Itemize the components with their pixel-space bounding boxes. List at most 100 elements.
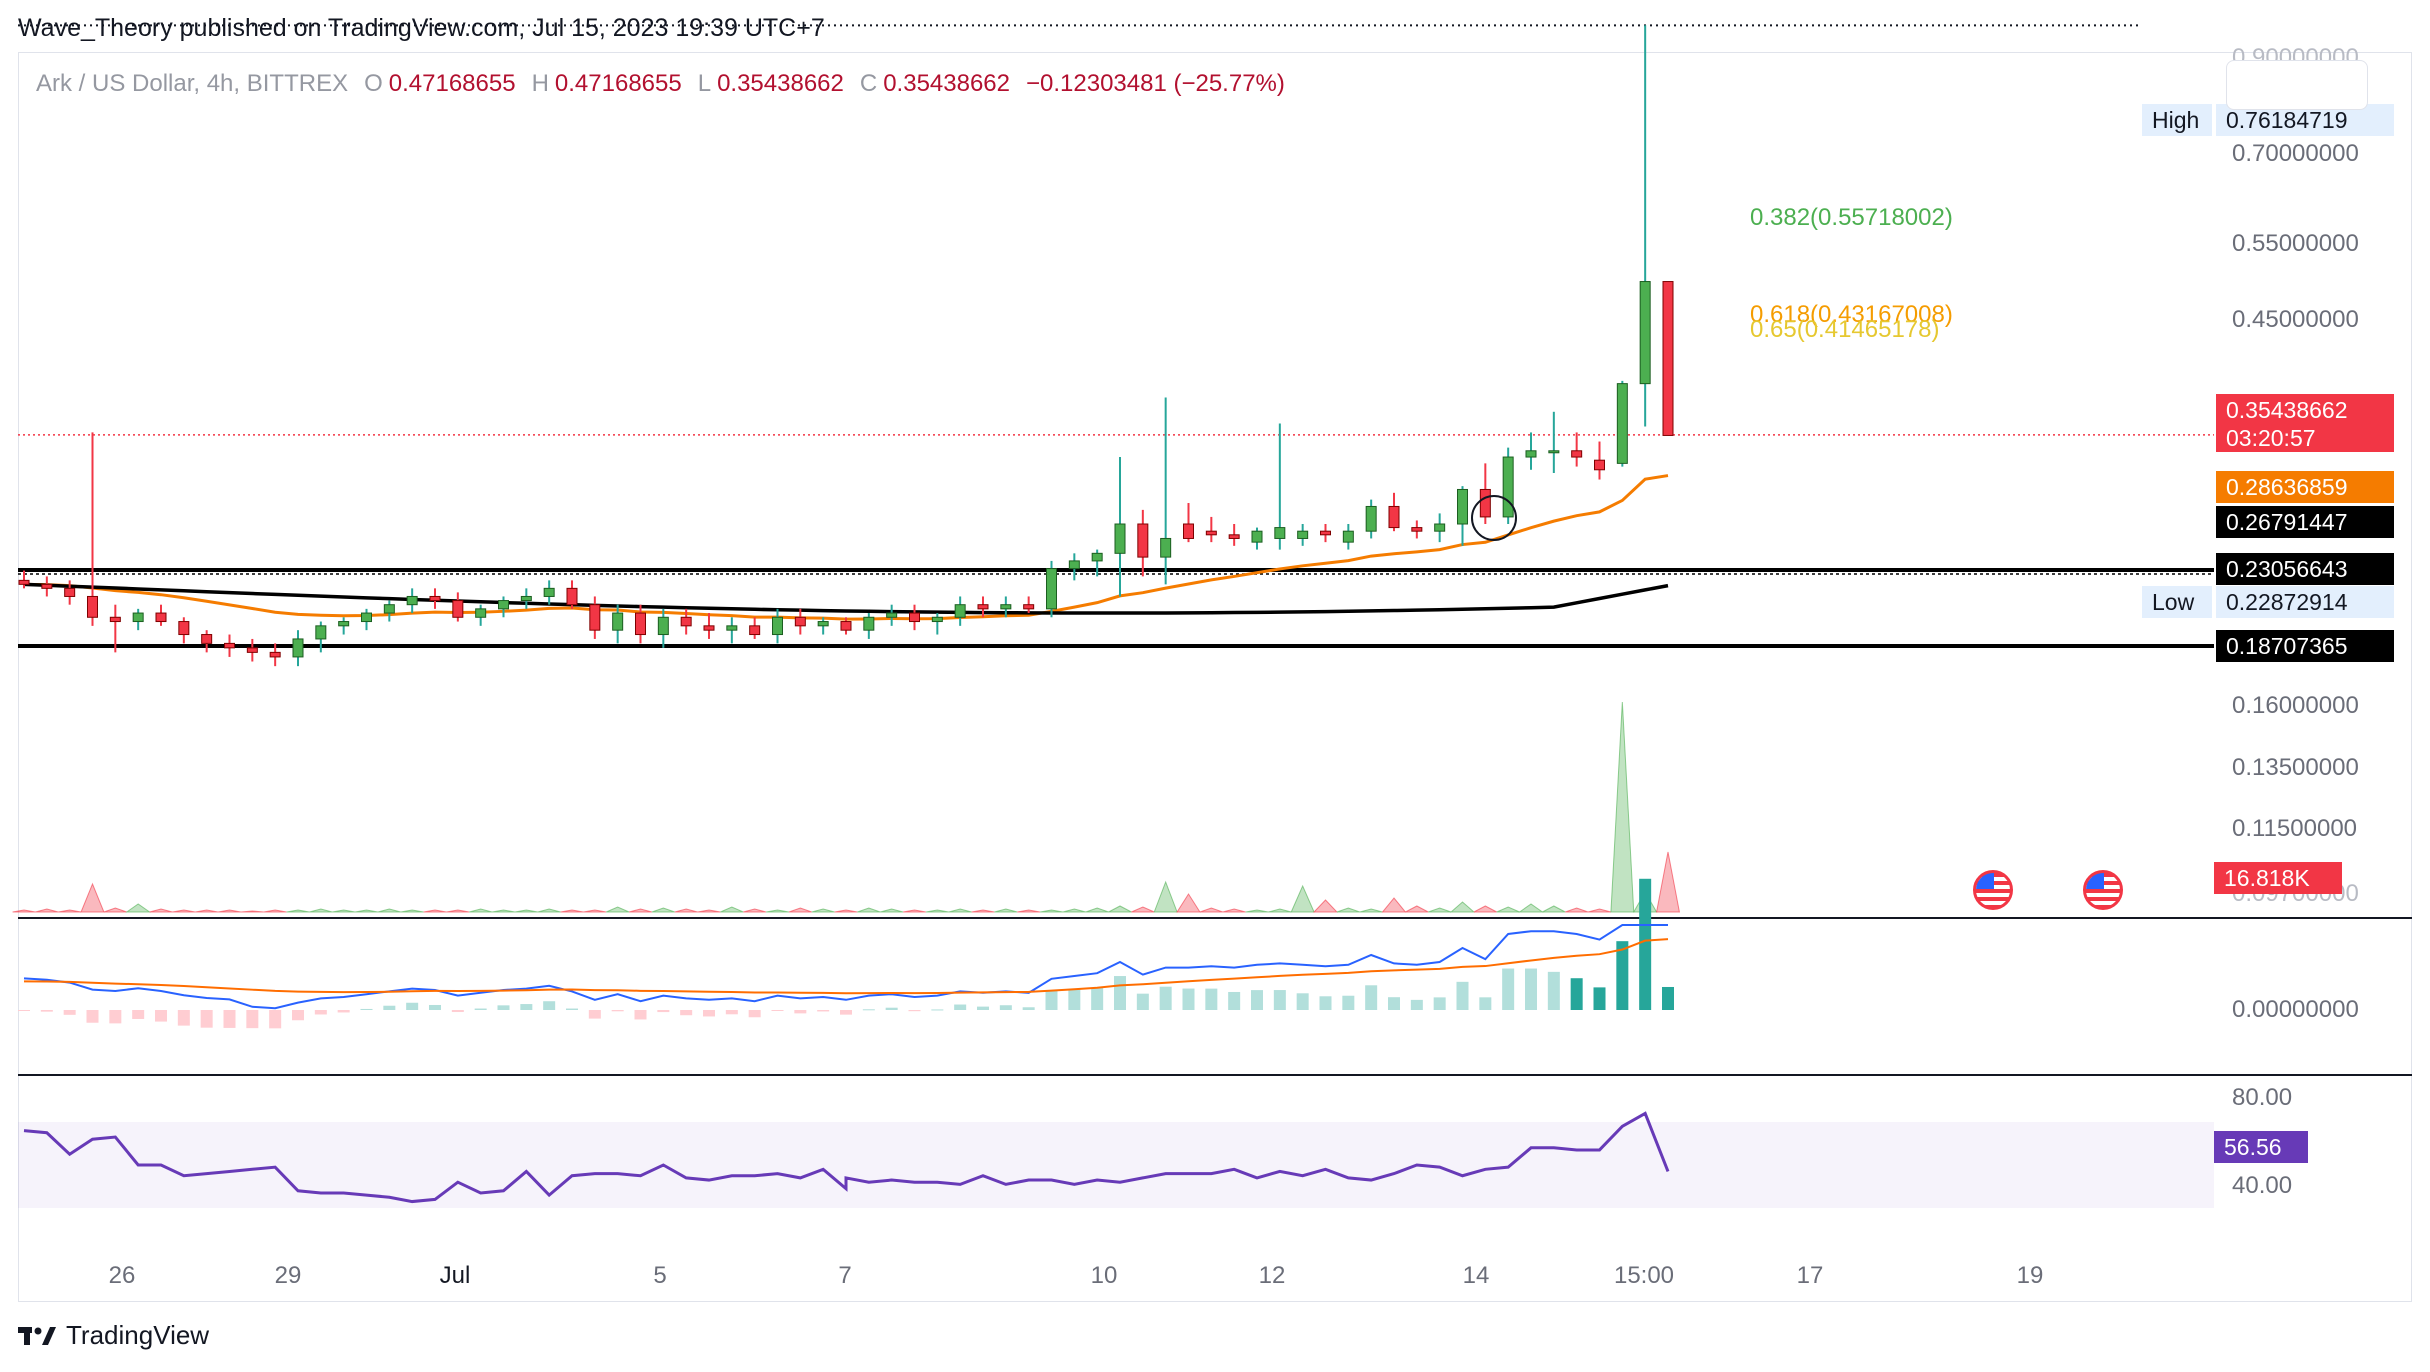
ema-black-line: [23, 582, 1669, 615]
macd-histogram-bar: [223, 1010, 236, 1028]
macd-histogram-bar: [474, 1008, 487, 1010]
candle-body: [726, 625, 738, 631]
candle-body: [1411, 527, 1423, 532]
volume-area: [720, 906, 744, 913]
macd-histogram-bar: [1662, 986, 1674, 1010]
volume-area: [1176, 893, 1201, 913]
macd-histogram-bar: [314, 1010, 327, 1015]
volume-area: [149, 908, 173, 913]
macd-histogram-bar: [200, 1010, 213, 1028]
macd-histogram-bar: [1456, 981, 1469, 1010]
macd-histogram-bar: [1502, 968, 1515, 1010]
us-flag-event-icon[interactable]: [2083, 870, 2123, 910]
volume-area: [948, 908, 972, 913]
retest-circle-marker: [1471, 495, 1517, 541]
candle-body: [1457, 488, 1468, 525]
candle-body: [109, 616, 121, 623]
candle-body: [1479, 488, 1491, 518]
candle-body: [1068, 560, 1080, 570]
macd-histogram-bar: [1479, 997, 1492, 1010]
rsi-tag: 56.56: [2214, 1131, 2308, 1163]
countdown-timer: 03:20:57: [2226, 425, 2316, 451]
volume-area: [172, 909, 196, 913]
volume-area: [58, 909, 82, 913]
volume-area: [491, 909, 516, 913]
macd-signal-line: [23, 938, 1669, 995]
volume-area: [1062, 908, 1086, 913]
volume-area: [446, 909, 470, 913]
volume-area: [125, 903, 152, 913]
legend-symbol[interactable]: Ark / US Dollar, 4h, BITTREX: [36, 70, 349, 97]
rsi-tick: 40.00: [2232, 1172, 2293, 1199]
candle-body: [1571, 450, 1583, 458]
candle-body: [1388, 505, 1400, 529]
candle-body: [1274, 527, 1286, 539]
macd-histogram-bar: [63, 1010, 76, 1015]
volume-area: [423, 909, 447, 913]
macd-histogram-bar: [657, 1010, 670, 1013]
macd-histogram-bar: [862, 1009, 875, 1011]
volume-tick: 0.13500000: [2232, 754, 2359, 781]
candle-body: [452, 600, 464, 618]
volume-area: [697, 909, 721, 913]
macd-histogram-bar: [451, 1010, 464, 1013]
candle-body: [1251, 530, 1263, 543]
macd-histogram-bar: [1410, 999, 1423, 1010]
volume-tick: 0.11500000: [2232, 815, 2358, 842]
candle-body: [132, 612, 144, 623]
volume-area: [811, 908, 835, 913]
volume-area: [35, 908, 59, 913]
macd-histogram-bar: [954, 1004, 967, 1010]
candle-body: [406, 595, 418, 606]
last-price-value: 0.35438662: [2226, 397, 2348, 423]
macd-histogram-bar: [1068, 989, 1081, 1010]
macd-tick: 0.00000000: [2232, 996, 2359, 1023]
volume-area: [1312, 899, 1339, 913]
macd-histogram-bar: [429, 1004, 441, 1010]
volume-area: [1473, 905, 1497, 913]
macd-histogram-bar: [269, 1010, 282, 1029]
macd-histogram-bar: [109, 1010, 122, 1024]
chart-frame[interactable]: [18, 52, 2412, 1302]
candle-body: [794, 616, 806, 627]
volume-area: [1245, 909, 1269, 913]
volume-area: [217, 909, 242, 913]
macd-line: [23, 924, 1668, 1010]
macd-histogram-bar: [999, 1005, 1012, 1010]
volume-area: [834, 909, 858, 913]
macd-histogram-bar: [155, 1010, 167, 1022]
macd-histogram-bar: [1022, 1007, 1035, 1010]
candle-body: [1228, 534, 1240, 539]
time-tick: 29: [274, 1262, 302, 1289]
macd-histogram-bar: [931, 1009, 944, 1011]
candle-body: [1137, 523, 1149, 558]
time-tick: 12: [1258, 1262, 1286, 1289]
macd-histogram-bar: [885, 1007, 898, 1010]
price-tick: 0.45000000: [2232, 306, 2359, 333]
candle-body: [498, 600, 509, 610]
macd-histogram-bar: [337, 1010, 350, 1013]
candle-body: [1297, 530, 1309, 539]
us-flag-event-icon[interactable]: [1973, 870, 2013, 910]
macd-histogram-bar: [543, 1001, 556, 1010]
chart-settings-button[interactable]: [2226, 60, 2368, 110]
macd-histogram-bar: [1205, 988, 1218, 1010]
last-price-tag: 0.35438662 03:20:57: [2216, 394, 2394, 452]
macd-histogram-bar: [1319, 996, 1332, 1010]
candle-body: [703, 625, 715, 631]
macd-histogram-bar: [1388, 997, 1400, 1010]
macd-histogram-bar: [292, 1010, 304, 1021]
volume-area: [1017, 909, 1041, 913]
volume-area: [994, 908, 1018, 913]
volume-area: [354, 909, 379, 913]
candle-body: [178, 621, 190, 636]
macd-histogram-bar: [497, 1005, 510, 1010]
volume-area: [583, 909, 607, 913]
candle-body: [840, 621, 852, 631]
candle-body: [1023, 604, 1035, 610]
volume-area: [103, 907, 127, 913]
candle-body: [566, 587, 578, 606]
macd-histogram-bar: [406, 1002, 419, 1010]
macd-histogram-bar: [1296, 993, 1309, 1010]
